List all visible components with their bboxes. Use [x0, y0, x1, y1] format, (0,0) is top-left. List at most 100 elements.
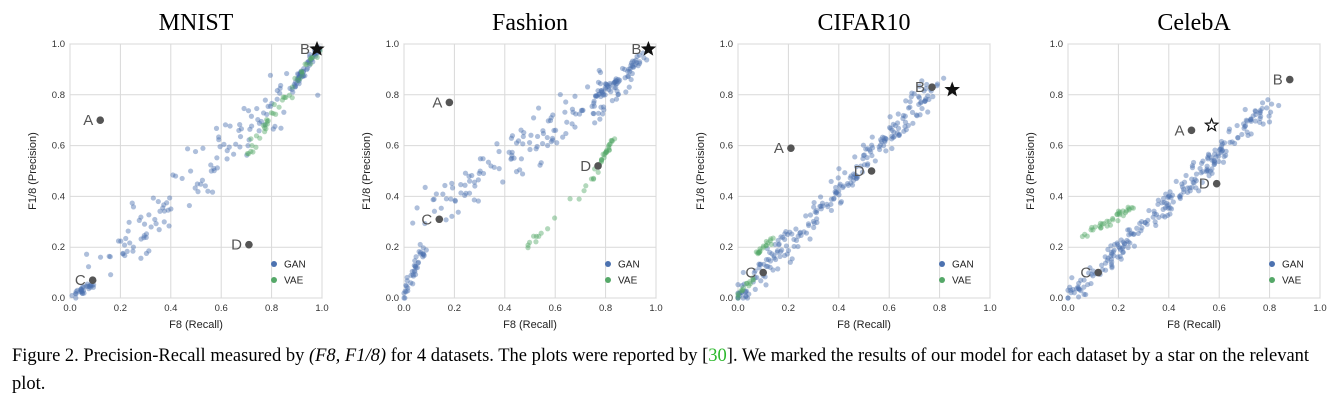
scatter-point-gan [1216, 158, 1222, 165]
scatter-point-vae [538, 230, 544, 236]
scatter-point-gan [814, 208, 820, 214]
scatter-point-gan [79, 290, 85, 296]
scatter-point-gan [143, 234, 149, 241]
annotation-point [435, 215, 444, 224]
scatter-point-gan [613, 78, 619, 84]
scatter-point-gan [922, 98, 928, 105]
scatter-point-gan [743, 288, 749, 294]
scatter-point-gan [845, 182, 851, 188]
scatter-point-gan [168, 206, 174, 212]
scatter-point-gan [1189, 163, 1196, 169]
scatter-point-gan [1184, 185, 1191, 191]
scatter-point-gan [1208, 155, 1214, 161]
scatter-point-gan [833, 190, 840, 196]
scatter-point-gan [237, 144, 243, 150]
scatter-point-vae [307, 61, 314, 67]
scatter-point-vae [757, 246, 763, 252]
scatter-point-gan [74, 287, 80, 293]
scatter-point-gan [1168, 206, 1175, 212]
scatter-point-gan [1076, 286, 1082, 292]
scatter-point-gan [591, 111, 597, 117]
scatter-point-gan [626, 84, 632, 90]
scatter-point-gan [560, 134, 566, 140]
plot-area [403, 43, 657, 299]
scatter-point-gan [900, 112, 906, 119]
scatter-point-gan [1131, 243, 1138, 249]
scatter-point-gan [777, 253, 783, 260]
y-tick-label: 0.6 [52, 141, 65, 152]
scatter-point-gan [881, 138, 888, 144]
scatter-point-gan [776, 242, 782, 248]
scatter-point-gan [421, 252, 427, 259]
scatter-point-vae [283, 94, 289, 101]
scatter-point-gan [458, 182, 464, 188]
scatter-point-gan [563, 130, 569, 137]
scatter-point-gan [1144, 221, 1150, 227]
y-axis-label: F1/8 (Precision) [27, 132, 39, 210]
y-tick-label: 0.2 [720, 242, 733, 253]
scatter-point-gan [775, 266, 781, 272]
scatter-point-gan [789, 256, 795, 262]
scatter-point-gan [138, 214, 144, 220]
scatter-point-gan [1257, 107, 1263, 114]
scatter-point-gan [626, 66, 632, 72]
annotation-label: C [421, 211, 432, 228]
scatter-point-gan [818, 203, 824, 209]
scatter-point-gan [304, 66, 310, 73]
scatter-point-gan [477, 168, 483, 174]
scatter-point-gan [1212, 147, 1218, 153]
scatter-point-gan [1199, 160, 1205, 166]
scatter-point-vae [533, 239, 539, 245]
scatter-point-vae [768, 241, 774, 247]
caption-citation-link[interactable]: 30 [708, 346, 727, 366]
scatter-point-gan [1206, 152, 1212, 159]
scatter-point-gan [1190, 159, 1197, 166]
scatter-point-gan [849, 182, 856, 188]
scatter-point-gan [452, 197, 458, 203]
scatter-point-gan [891, 129, 897, 135]
y-tick-label: 0.2 [1050, 242, 1063, 253]
scatter-point-gan [907, 99, 913, 105]
scatter-point-gan [1204, 167, 1210, 174]
scatter-point-vae [740, 284, 747, 291]
scatter-point-vae [735, 295, 741, 301]
scatter-point-gan [500, 179, 506, 185]
scatter-point-gan [783, 228, 789, 235]
scatter-point-gan [1160, 195, 1167, 202]
scatter-point-gan [1189, 165, 1196, 171]
scatter-point-gan [475, 177, 481, 183]
scatter-point-gan [1076, 294, 1082, 300]
scatter-point-gan [569, 106, 576, 112]
scatter-point-gan [1257, 119, 1263, 125]
chart-svg: CelebA 0.0 0.2 0.4 0.6 0.8 1.0 0.0 0.2 0.4 0.6 0.8 1… [1025, 10, 1327, 331]
scatter-point-gan [616, 79, 622, 85]
scatter-point-gan [867, 147, 873, 153]
legend-label: GAN [952, 260, 974, 271]
scatter-point-gan [1206, 173, 1212, 179]
scatter-point-gan [511, 155, 517, 161]
scatter-point-gan [1227, 139, 1233, 145]
annotation-point [759, 268, 767, 277]
scatter-point-gan [152, 216, 158, 223]
scatter-point-gan [627, 68, 633, 75]
scatter-point-gan [295, 75, 301, 81]
scatter-point-vae [1120, 208, 1126, 214]
scatter-point-vae [770, 235, 776, 241]
scatter-point-gan [813, 209, 820, 216]
scatter-point-gan [1115, 241, 1121, 248]
scatter-point-gan [1125, 239, 1131, 245]
scatter-point-gan [602, 85, 608, 91]
scatter-point-vae [268, 110, 275, 116]
scatter-point-vae [603, 149, 609, 155]
x-tick-label: 1.0 [983, 303, 996, 314]
scatter-point-gan [1200, 158, 1206, 164]
scatter-point-gan [782, 231, 788, 237]
y-tick-label: 1.0 [386, 39, 399, 50]
scatter-point-gan [925, 109, 931, 115]
scatter-point-gan [1167, 205, 1173, 211]
x-tick-label: 0.6 [549, 303, 562, 314]
annotation-point [1187, 126, 1196, 135]
scatter-point-gan [595, 79, 602, 85]
legend: GAN VAE [1269, 260, 1304, 287]
scatter-point-gan [922, 98, 928, 104]
